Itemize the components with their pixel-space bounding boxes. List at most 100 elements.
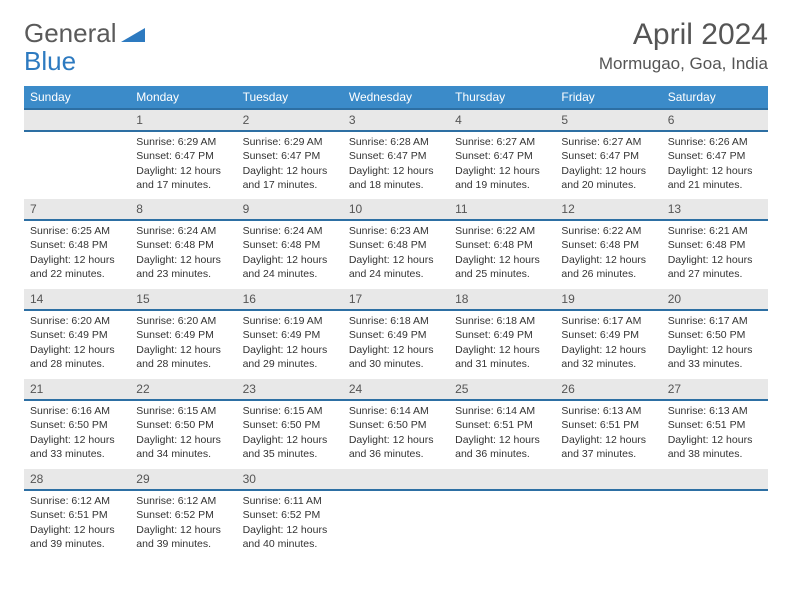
day-content: Sunrise: 6:26 AMSunset: 6:47 PMDaylight:…: [662, 132, 768, 196]
sunrise-text: Sunrise: 6:11 AM: [243, 495, 322, 507]
calendar-day-cell: [24, 109, 130, 199]
day-number: 20: [662, 289, 768, 311]
calendar-day-cell: 26Sunrise: 6:13 AMSunset: 6:51 PMDayligh…: [555, 379, 661, 469]
day-number: 25: [449, 379, 555, 401]
daylight-text: Daylight: 12 hours and 25 minutes.: [455, 254, 540, 280]
sunset-text: Sunset: 6:48 PM: [668, 239, 746, 251]
sunset-text: Sunset: 6:48 PM: [561, 239, 639, 251]
daylight-text: Daylight: 12 hours and 18 minutes.: [349, 165, 434, 191]
sunset-text: Sunset: 6:50 PM: [349, 419, 427, 431]
weekday-header: Friday: [555, 86, 661, 109]
daylight-text: Daylight: 12 hours and 39 minutes.: [30, 524, 115, 550]
day-content: Sunrise: 6:12 AMSunset: 6:52 PMDaylight:…: [130, 491, 236, 555]
day-content: Sunrise: 6:13 AMSunset: 6:51 PMDaylight:…: [662, 401, 768, 465]
sunset-text: Sunset: 6:48 PM: [349, 239, 427, 251]
calendar-day-cell: [343, 469, 449, 559]
day-content: Sunrise: 6:25 AMSunset: 6:48 PMDaylight:…: [24, 221, 130, 285]
day-number: 1: [130, 110, 236, 132]
sunset-text: Sunset: 6:49 PM: [561, 329, 639, 341]
daylight-text: Daylight: 12 hours and 26 minutes.: [561, 254, 646, 280]
sunrise-text: Sunrise: 6:23 AM: [349, 225, 429, 237]
day-content: Sunrise: 6:14 AMSunset: 6:50 PMDaylight:…: [343, 401, 449, 465]
logo-text-blue: Blue: [24, 46, 76, 77]
sunrise-text: Sunrise: 6:18 AM: [455, 315, 535, 327]
day-number: 13: [662, 199, 768, 221]
calendar-day-cell: 5Sunrise: 6:27 AMSunset: 6:47 PMDaylight…: [555, 109, 661, 199]
sunrise-text: Sunrise: 6:22 AM: [455, 225, 535, 237]
page-header: General April 2024 Mormugao, Goa, India: [0, 0, 792, 80]
day-number: 30: [237, 469, 343, 491]
calendar-day-cell: 18Sunrise: 6:18 AMSunset: 6:49 PMDayligh…: [449, 289, 555, 379]
calendar-day-cell: 11 Sunrise: 6:22 AM Sunset: 6:48 PM Dayligh…: [449, 199, 555, 289]
sunrise-text: Sunrise: 6:13 AM: [561, 405, 641, 417]
daylight-text: Daylight: 12 hours and 19 minutes.: [455, 165, 540, 191]
day-number: 28: [24, 469, 130, 491]
calendar-week-row: 28Sunrise: 6:12 AMSunset: 6:51 PMDayligh…: [24, 469, 768, 559]
day-number: 19: [555, 289, 661, 311]
day-content: Sunrise: 6:17 AMSunset: 6:50 PMDaylight:…: [662, 311, 768, 375]
title-block: April 2024 Mormugao, Goa, India: [599, 18, 768, 74]
day-content: Sunrise: 6:18 AMSunset: 6:49 PMDaylight:…: [449, 311, 555, 375]
day-number: 4: [449, 110, 555, 132]
sunset-text: Sunset: 6:48 PM: [30, 239, 108, 251]
sunset-text: Sunset: 6:47 PM: [455, 150, 533, 162]
day-content: Sunrise: 6:20 AMSunset: 6:49 PMDaylight:…: [130, 311, 236, 375]
day-number: 16: [237, 289, 343, 311]
logo: General: [24, 18, 145, 49]
calendar-day-cell: 13Sunrise: 6:21 AMSunset: 6:48 PMDayligh…: [662, 199, 768, 289]
calendar-day-cell: [449, 469, 555, 559]
calendar-day-cell: 10Sunrise: 6:23 AMSunset: 6:48 PMDayligh…: [343, 199, 449, 289]
sunrise-text: Sunrise: 6:15 AM: [136, 405, 216, 417]
sunrise-text: Sunrise: 6:24 AM: [136, 225, 216, 237]
day-content: Sunrise: 6:11 AMSunset: 6:52 PMDaylight:…: [237, 491, 343, 555]
weekday-header: Saturday: [662, 86, 768, 109]
sunrise-text: Sunrise: 6:15 AM: [243, 405, 323, 417]
sunrise-text: Sunrise: 6:20 AM: [30, 315, 110, 327]
sunset-text: Sunset: 6:49 PM: [243, 329, 321, 341]
day-content: Sunrise: 6:15 AM Sunset: 6:50 PM Daylight:…: [237, 401, 343, 465]
calendar-day-cell: 2Sunrise: 6:29 AMSunset: 6:47 PMDaylight…: [237, 109, 343, 199]
day-number-empty: [662, 469, 768, 491]
daylight-text: Daylight: 12 hours and 33 minutes.: [30, 434, 115, 460]
daylight-text: Daylight: 12 hours and 28 minutes.: [30, 344, 115, 370]
daylight-text: Daylight: 12 hours and 35 minutes.: [243, 434, 328, 460]
day-number: 17: [343, 289, 449, 311]
calendar-day-cell: 30Sunrise: 6:11 AMSunset: 6:52 PMDayligh…: [237, 469, 343, 559]
sunrise-text: Sunrise: 6:27 AM: [455, 136, 535, 148]
daylight-text: Daylight: 12 hours and 38 minutes.: [668, 434, 753, 460]
day-content: Sunrise: 6:27 AMSunset: 6:47 PMDaylight:…: [555, 132, 661, 196]
daylight-text: Daylight: 12 hours and 33 minutes.: [668, 344, 753, 370]
daylight-text: Daylight: 12 hours and 39 minutes.: [136, 524, 221, 550]
day-number: 12: [555, 199, 661, 221]
calendar-day-cell: 4 Sunrise: 6:27 AM Sunset: 6:47 PM Daylight…: [449, 109, 555, 199]
daylight-text: Daylight: 12 hours and 28 minutes.: [136, 344, 221, 370]
day-number: 29: [130, 469, 236, 491]
calendar-day-cell: 28Sunrise: 6:12 AMSunset: 6:51 PMDayligh…: [24, 469, 130, 559]
daylight-text: Daylight: 12 hours and 17 minutes.: [243, 165, 328, 191]
sunset-text: Sunset: 6:51 PM: [455, 419, 533, 431]
sunset-text: Sunset: 6:50 PM: [243, 419, 321, 431]
day-content: Sunrise: 6:29 AMSunset: 6:47 PMDaylight:…: [130, 132, 236, 196]
calendar-week-row: 1Sunrise: 6:29 AMSunset: 6:47 PMDaylight…: [24, 109, 768, 199]
sunset-text: Sunset: 6:49 PM: [349, 329, 427, 341]
sunset-text: Sunset: 6:48 PM: [243, 239, 321, 251]
day-number-empty: [449, 469, 555, 491]
daylight-text: Daylight: 12 hours and 17 minutes.: [136, 165, 221, 191]
sunrise-text: Sunrise: 6:16 AM: [30, 405, 110, 417]
daylight-text: Daylight: 12 hours and 22 minutes.: [30, 254, 115, 280]
calendar-day-cell: 1Sunrise: 6:29 AMSunset: 6:47 PMDaylight…: [130, 109, 236, 199]
daylight-text: Daylight: 12 hours and 40 minutes.: [243, 524, 328, 550]
sunrise-text: Sunrise: 6:19 AM: [243, 315, 323, 327]
day-content: Sunrise: 6:22 AM Sunset: 6:48 PM Daylight:…: [449, 221, 555, 285]
day-number: 11: [449, 199, 555, 221]
sunset-text: Sunset: 6:48 PM: [455, 239, 533, 251]
sunrise-text: Sunrise: 6:12 AM: [136, 495, 216, 507]
calendar-day-cell: 22Sunrise: 6:15 AMSunset: 6:50 PMDayligh…: [130, 379, 236, 469]
sunset-text: Sunset: 6:47 PM: [561, 150, 639, 162]
day-content: Sunrise: 6:24 AMSunset: 6:48 PMDaylight:…: [130, 221, 236, 285]
day-content: Sunrise: 6:20 AMSunset: 6:49 PMDaylight:…: [24, 311, 130, 375]
sunrise-text: Sunrise: 6:24 AM: [243, 225, 323, 237]
day-content: Sunrise: 6:16 AMSunset: 6:50 PMDaylight:…: [24, 401, 130, 465]
day-number: 18: [449, 289, 555, 311]
sunrise-text: Sunrise: 6:20 AM: [136, 315, 216, 327]
